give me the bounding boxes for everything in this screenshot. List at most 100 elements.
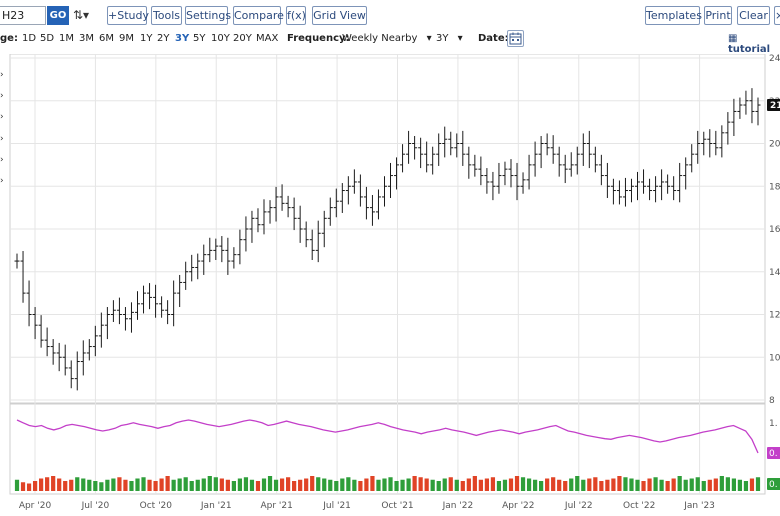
frequency-select[interactable]: Weekly Nearby ▾ bbox=[342, 32, 432, 46]
ohlc-bar bbox=[303, 221, 309, 248]
range-toolbar: ge: 1D 5D 1M 3M 6M 9M 1Y 2Y 3Y 5Y 10Y 20… bbox=[0, 30, 780, 55]
volume-bar bbox=[641, 481, 646, 491]
ohlc-bar bbox=[86, 339, 92, 361]
ohlc-bar bbox=[110, 300, 116, 322]
close-button[interactable]: × bbox=[774, 6, 780, 25]
chevron-right-icon[interactable]: › bbox=[0, 91, 4, 101]
y-tick-label: 20 bbox=[769, 140, 780, 150]
period-10y[interactable]: 10Y bbox=[211, 33, 230, 44]
volume-bar bbox=[129, 481, 134, 491]
templates-button[interactable]: Templates bbox=[645, 6, 702, 25]
bar-type-icon[interactable]: ⇅▾ bbox=[73, 8, 90, 22]
volume-bar bbox=[237, 478, 243, 491]
period-1m[interactable]: 1M bbox=[59, 33, 74, 44]
clear-button[interactable]: Clear bbox=[737, 6, 770, 25]
volume-bar bbox=[418, 477, 423, 491]
volume-bar bbox=[376, 479, 381, 491]
ohlc-bar bbox=[647, 178, 653, 201]
period-6m[interactable]: 6M bbox=[99, 33, 114, 44]
price-chart[interactable]: Apr '20 Jul '20 Oct '20 Jan '21 Apr '21 Jul '… bbox=[0, 54, 780, 516]
ohlc-bar bbox=[189, 254, 195, 282]
chevron-right-icon[interactable]: › bbox=[0, 70, 4, 80]
last-price-text: 21 bbox=[770, 101, 780, 111]
ohlc-bar bbox=[315, 220, 321, 263]
y-tick-label: 16 bbox=[769, 225, 780, 235]
volume-bar bbox=[159, 478, 164, 491]
ohlc-bar bbox=[568, 152, 574, 177]
ohlc-bar bbox=[665, 174, 671, 194]
ohlc-bar bbox=[731, 98, 737, 137]
chart-grid bbox=[9, 54, 766, 495]
date-label: Date: bbox=[478, 33, 509, 44]
period-20y[interactable]: 20Y bbox=[233, 33, 252, 44]
volume-bar bbox=[213, 477, 218, 491]
period-3y[interactable]: 3Y bbox=[175, 33, 190, 44]
volume-bar bbox=[346, 477, 351, 491]
ohlc-bar bbox=[713, 130, 719, 156]
period-5y[interactable]: 5Y bbox=[193, 33, 206, 44]
ohlc-bar bbox=[586, 130, 592, 169]
volume-bar bbox=[189, 481, 194, 491]
ohlc-bar bbox=[327, 197, 333, 226]
volume-bar bbox=[123, 479, 128, 491]
period-select[interactable]: 3Y ▾ bbox=[436, 32, 463, 46]
period-1y[interactable]: 1Y bbox=[140, 33, 153, 44]
volume-bar bbox=[267, 476, 273, 491]
volume-bar bbox=[617, 476, 622, 491]
volume-bar bbox=[755, 477, 761, 491]
period-5d[interactable]: 5D bbox=[40, 33, 55, 44]
chevron-right-icon[interactable]: › bbox=[0, 112, 4, 122]
symbol-input[interactable]: H23 bbox=[0, 6, 46, 25]
chevron-right-icon[interactable]: › bbox=[0, 176, 4, 186]
print-button[interactable]: Print bbox=[704, 6, 732, 25]
volume-bar bbox=[45, 477, 50, 491]
volume-bar bbox=[81, 478, 86, 491]
period-max[interactable]: MAX bbox=[256, 33, 279, 44]
frequency-label: Frequency: bbox=[287, 33, 350, 44]
period-1d[interactable]: 1D bbox=[22, 33, 37, 44]
ohlc-bar bbox=[388, 162, 394, 199]
volume-bar bbox=[69, 479, 74, 491]
ohlc-bar bbox=[448, 131, 454, 156]
volume-bar bbox=[304, 478, 309, 491]
add-study-button[interactable]: +Study bbox=[107, 6, 149, 25]
indicator-line bbox=[16, 419, 759, 454]
settings-button[interactable]: Settings bbox=[185, 6, 231, 25]
chevron-right-icon[interactable]: › bbox=[0, 155, 4, 165]
ohlc-bar bbox=[424, 141, 430, 173]
volume-bar bbox=[243, 477, 249, 491]
tools-button[interactable]: Tools bbox=[151, 6, 182, 25]
ohlc-bar bbox=[719, 125, 725, 158]
period-3m[interactable]: 3M bbox=[79, 33, 94, 44]
volume-bar bbox=[737, 479, 743, 491]
ohlc-bar bbox=[183, 261, 189, 290]
ohlc-bar bbox=[98, 312, 104, 348]
ohlc-bar bbox=[351, 169, 357, 194]
period-2y[interactable]: 2Y bbox=[157, 33, 170, 44]
y-tick-label: 14 bbox=[769, 268, 780, 278]
x-tick-label: Oct '22 bbox=[623, 501, 655, 511]
y-axis: 24222018161412108211.0.0. bbox=[767, 54, 780, 490]
chevron-right-icon[interactable]: › bbox=[0, 134, 4, 144]
grid-view-button[interactable]: Grid View bbox=[312, 6, 367, 25]
ohlc-bar bbox=[508, 159, 514, 188]
ohlc-bar bbox=[74, 351, 80, 391]
volume-last-text: 0. bbox=[769, 480, 778, 490]
calendar-icon[interactable] bbox=[507, 30, 524, 47]
function-button[interactable]: f(x) bbox=[286, 6, 306, 25]
x-tick-label: Jan '21 bbox=[200, 501, 232, 511]
volume-bar bbox=[508, 478, 514, 491]
ohlc-bar bbox=[677, 162, 683, 203]
period-9m[interactable]: 9M bbox=[119, 33, 134, 44]
compare-button[interactable]: Compare bbox=[233, 6, 284, 25]
volume-bar bbox=[32, 481, 38, 491]
tutorial-link[interactable]: ▦ tutorial bbox=[728, 33, 780, 55]
ohlc-bar bbox=[291, 197, 297, 231]
ohlc-bar bbox=[406, 130, 412, 164]
ohlc-bar bbox=[309, 229, 315, 260]
ohlc-bar bbox=[267, 200, 273, 224]
ohlc-bar bbox=[369, 195, 375, 226]
ohlc-bar bbox=[321, 210, 327, 248]
go-button[interactable]: GO bbox=[47, 6, 69, 25]
volume-bar bbox=[683, 479, 688, 491]
